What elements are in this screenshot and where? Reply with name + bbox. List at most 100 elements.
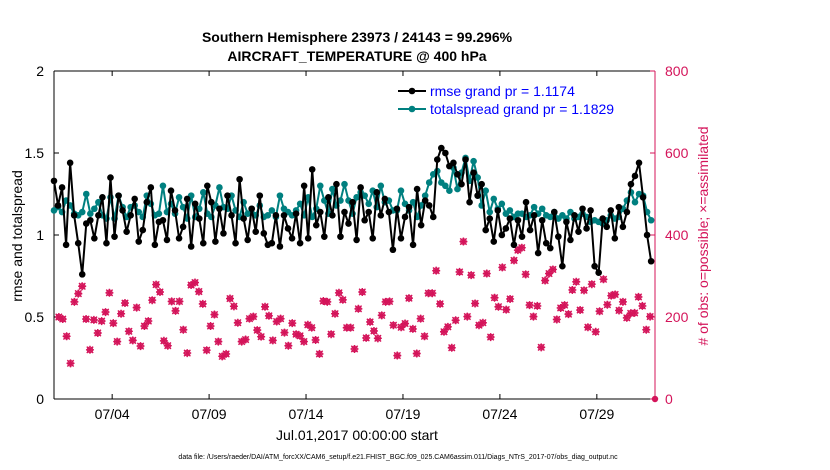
obs-assimilated-marker: [564, 310, 573, 319]
obs-assimilated-marker: [474, 321, 483, 330]
rmse-point: [103, 239, 110, 247]
rmse-point: [494, 207, 502, 214]
obs-assimilated-marker: [124, 327, 133, 336]
legend-totalspread-marker: [408, 105, 416, 113]
obs-assimilated-marker: [420, 332, 429, 341]
obs-assimilated-marker: [576, 306, 585, 315]
x-tick-label: 07/04: [95, 406, 130, 422]
obs-assimilated-marker: [54, 313, 63, 321]
rmse-point: [119, 207, 126, 214]
rmse-point: [296, 239, 304, 247]
obs-assimilated-marker: [89, 315, 98, 324]
rmse-point: [143, 198, 151, 206]
rmse-point: [454, 171, 461, 178]
obs-assimilated-marker: [358, 287, 367, 296]
totalspread-point: [155, 210, 163, 217]
rmse-point: [421, 197, 429, 204]
totalspread-point: [474, 174, 481, 181]
rmse-point: [345, 220, 352, 227]
obs-assimilated-marker: [408, 324, 417, 333]
rmse-point: [425, 202, 433, 209]
totalspread-point: [397, 187, 405, 195]
x-tick-label: 07/14: [289, 406, 324, 422]
rmse-point: [506, 215, 514, 222]
rmse-point: [401, 213, 409, 221]
rmse-point: [534, 249, 542, 257]
obs-assimilated-marker: [338, 295, 347, 304]
obs-assimilated-marker: [545, 269, 554, 278]
obs-assimilated-marker: [78, 282, 87, 291]
obs-assimilated-marker: [439, 327, 448, 336]
rmse-point: [220, 230, 227, 237]
obs-assimilated-marker: [187, 281, 196, 290]
legend-rmse-label: rmse grand pr = 1.1174: [430, 83, 575, 99]
obs-assimilated-marker: [152, 280, 161, 289]
rmse-point: [385, 208, 393, 216]
rmse-point: [179, 223, 187, 231]
rmse-point: [163, 236, 171, 244]
rmse-point: [187, 243, 195, 250]
obs-assimilated-marker: [272, 317, 281, 326]
x-axis-label: Jul.01,2017 00:00:00 start: [276, 427, 438, 443]
totalspread-point: [490, 195, 498, 203]
rmse-point: [107, 174, 114, 181]
rmse-point: [204, 182, 211, 190]
obs-assimilated-marker: [595, 307, 604, 316]
rmse-point: [607, 207, 615, 214]
obs-assimilated-marker: [120, 299, 129, 308]
obs-assimilated-marker: [155, 287, 164, 296]
obs-assimilated-marker: [210, 310, 219, 319]
rmse-point: [409, 241, 417, 249]
legend: rmse grand pr = 1.1174 totalspread grand…: [398, 83, 614, 117]
rmse-point: [300, 182, 308, 190]
totalspread-point: [244, 210, 251, 217]
legend-rmse-marker: [408, 87, 416, 95]
rmse-point: [538, 216, 546, 224]
obs-assimilated-marker: [276, 314, 285, 323]
rmse-point: [599, 215, 607, 222]
totalspread-point: [87, 210, 94, 217]
rmse-point: [510, 241, 518, 249]
obs-assimilated-marker: [85, 345, 94, 354]
rmse-point: [450, 159, 457, 167]
totalspread-point: [159, 182, 167, 190]
rmse-point: [135, 238, 143, 245]
obs-assimilated-marker: [568, 285, 577, 294]
rmse-point: [405, 203, 413, 211]
rmse-point: [647, 257, 655, 265]
obs-assimilated-marker: [556, 303, 565, 312]
totalspread-point: [442, 182, 449, 190]
obs-assimilated-marker: [136, 342, 145, 351]
obs-assimilated-marker: [642, 325, 651, 334]
obs-assimilated-marker: [603, 300, 612, 309]
obs-assimilated-marker: [194, 287, 203, 296]
rmse-point: [329, 212, 336, 219]
obs-assimilated-marker: [222, 349, 231, 358]
rmse-point: [433, 156, 441, 163]
right-tick-label: 400: [665, 227, 689, 243]
obs-assimilated-marker: [218, 352, 227, 361]
totalspread-point: [276, 192, 284, 199]
rmse-point: [393, 205, 401, 213]
obs-assimilated-marker: [354, 304, 363, 313]
rmse-point: [131, 195, 138, 203]
rmse-point: [216, 205, 223, 213]
rmse-point: [123, 228, 130, 236]
obs-assimilated-marker: [109, 319, 118, 328]
rmse-point: [236, 175, 243, 183]
totalspread-series: [50, 154, 655, 227]
rmse-point: [62, 241, 70, 249]
totalspread-point: [361, 192, 368, 199]
rmse-point: [486, 215, 494, 222]
obs-assimilated-marker: [229, 302, 238, 311]
obs-assimilated-marker: [498, 263, 507, 272]
totalspread-point: [446, 187, 453, 195]
obs-assimilated-marker: [97, 317, 106, 326]
totalspread-point: [470, 157, 477, 165]
obs-assimilated-marker: [128, 336, 137, 345]
obs-assimilated-marker: [377, 311, 386, 320]
rmse-point: [292, 210, 300, 217]
obs-assimilated-marker: [537, 343, 546, 352]
